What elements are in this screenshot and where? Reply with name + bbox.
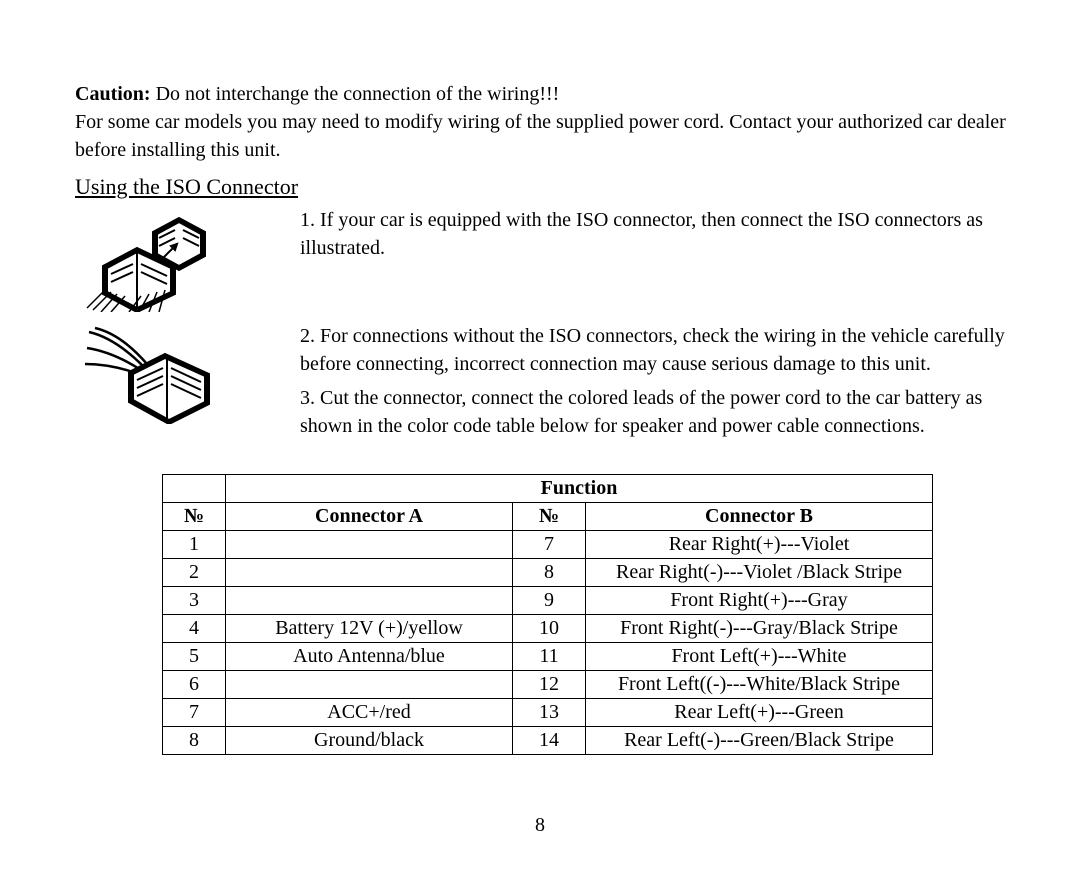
step-2: 2. For connections without the ISO conne… [300,322,1020,378]
cell-num-a: 3 [163,587,226,615]
header-connector-a: Connector A [226,503,513,531]
cell-connector-b: Front Left(+)---White [586,643,933,671]
cell-num-b: 7 [513,531,586,559]
cell-connector-a: Ground/black [226,727,513,755]
header-connector-b: Connector B [586,503,933,531]
table-row: 7ACC+/red13Rear Left(+)---Green [163,699,933,727]
caution-paragraph: Caution: Do not interchange the connecti… [75,80,1020,164]
header-num-a: № [163,503,226,531]
illustration-column [75,206,300,436]
cell-connector-a: Battery 12V (+)/yellow [226,615,513,643]
table-row: 8Ground/black14Rear Left(-)---Green/Blac… [163,727,933,755]
cell-num-b: 11 [513,643,586,671]
cell-num-b: 10 [513,615,586,643]
caution-detail: For some car models you may need to modi… [75,111,1006,161]
table-row: № Connector A № Connector B [163,503,933,531]
iso-connector-illustration-1 [85,212,225,312]
caution-text: Do not interchange the connection of the… [151,83,560,105]
cell-connector-a [226,671,513,699]
cell-num-a: 1 [163,531,226,559]
cell-connector-a [226,587,513,615]
cell-connector-b: Rear Left(-)---Green/Black Stripe [586,727,933,755]
manual-page: Caution: Do not interchange the connecti… [0,0,1080,883]
header-function: Function [226,475,933,503]
cell-num-a: 7 [163,699,226,727]
cell-num-a: 5 [163,643,226,671]
cell-num-a: 6 [163,671,226,699]
table-row: 4Battery 12V (+)/yellow10Front Right(-)-… [163,615,933,643]
cell-num-a: 8 [163,727,226,755]
table-row: 6 12Front Left((-)---White/Black Stripe [163,671,933,699]
table-row: Function [163,475,933,503]
page-number: 8 [0,814,1080,837]
table-row: 1 7Rear Right(+)---Violet [163,531,933,559]
cell-num-b: 8 [513,559,586,587]
cell-connector-b: Rear Right(-)---Violet /Black Stripe [586,559,933,587]
cell-num-b: 12 [513,671,586,699]
table-row: 2 8Rear Right(-)---Violet /Black Stripe [163,559,933,587]
cell-connector-a [226,531,513,559]
iso-connector-illustration-2 [85,324,225,424]
cell-connector-a [226,559,513,587]
table-row: 5Auto Antenna/blue11Front Left(+)---Whit… [163,643,933,671]
section-heading: Using the ISO Connector [75,174,1020,200]
cell-num-b: 14 [513,727,586,755]
cell-connector-a: Auto Antenna/blue [226,643,513,671]
step-1: 1. If your car is equipped with the ISO … [300,206,1020,262]
cell-connector-a: ACC+/red [226,699,513,727]
cell-num-b: 13 [513,699,586,727]
cell-num-b: 9 [513,587,586,615]
step-3: 3. Cut the connector, connect the colore… [300,384,1020,440]
iso-section: 1. If your car is equipped with the ISO … [75,206,1020,446]
caution-label: Caution: [75,83,151,105]
table-row: 3 9Front Right(+)---Gray [163,587,933,615]
cell-connector-b: Rear Right(+)---Violet [586,531,933,559]
cell-connector-b: Front Left((-)---White/Black Stripe [586,671,933,699]
cell-connector-b: Front Right(-)---Gray/Black Stripe [586,615,933,643]
cell-num-a: 2 [163,559,226,587]
cell-num-a: 4 [163,615,226,643]
cell-connector-b: Front Right(+)---Gray [586,587,933,615]
connector-pin-table: Function № Connector A № Connector B 17R… [162,474,933,755]
header-num-b: № [513,503,586,531]
header-blank [163,475,226,503]
cell-connector-b: Rear Left(+)---Green [586,699,933,727]
steps-column: 1. If your car is equipped with the ISO … [300,206,1020,446]
